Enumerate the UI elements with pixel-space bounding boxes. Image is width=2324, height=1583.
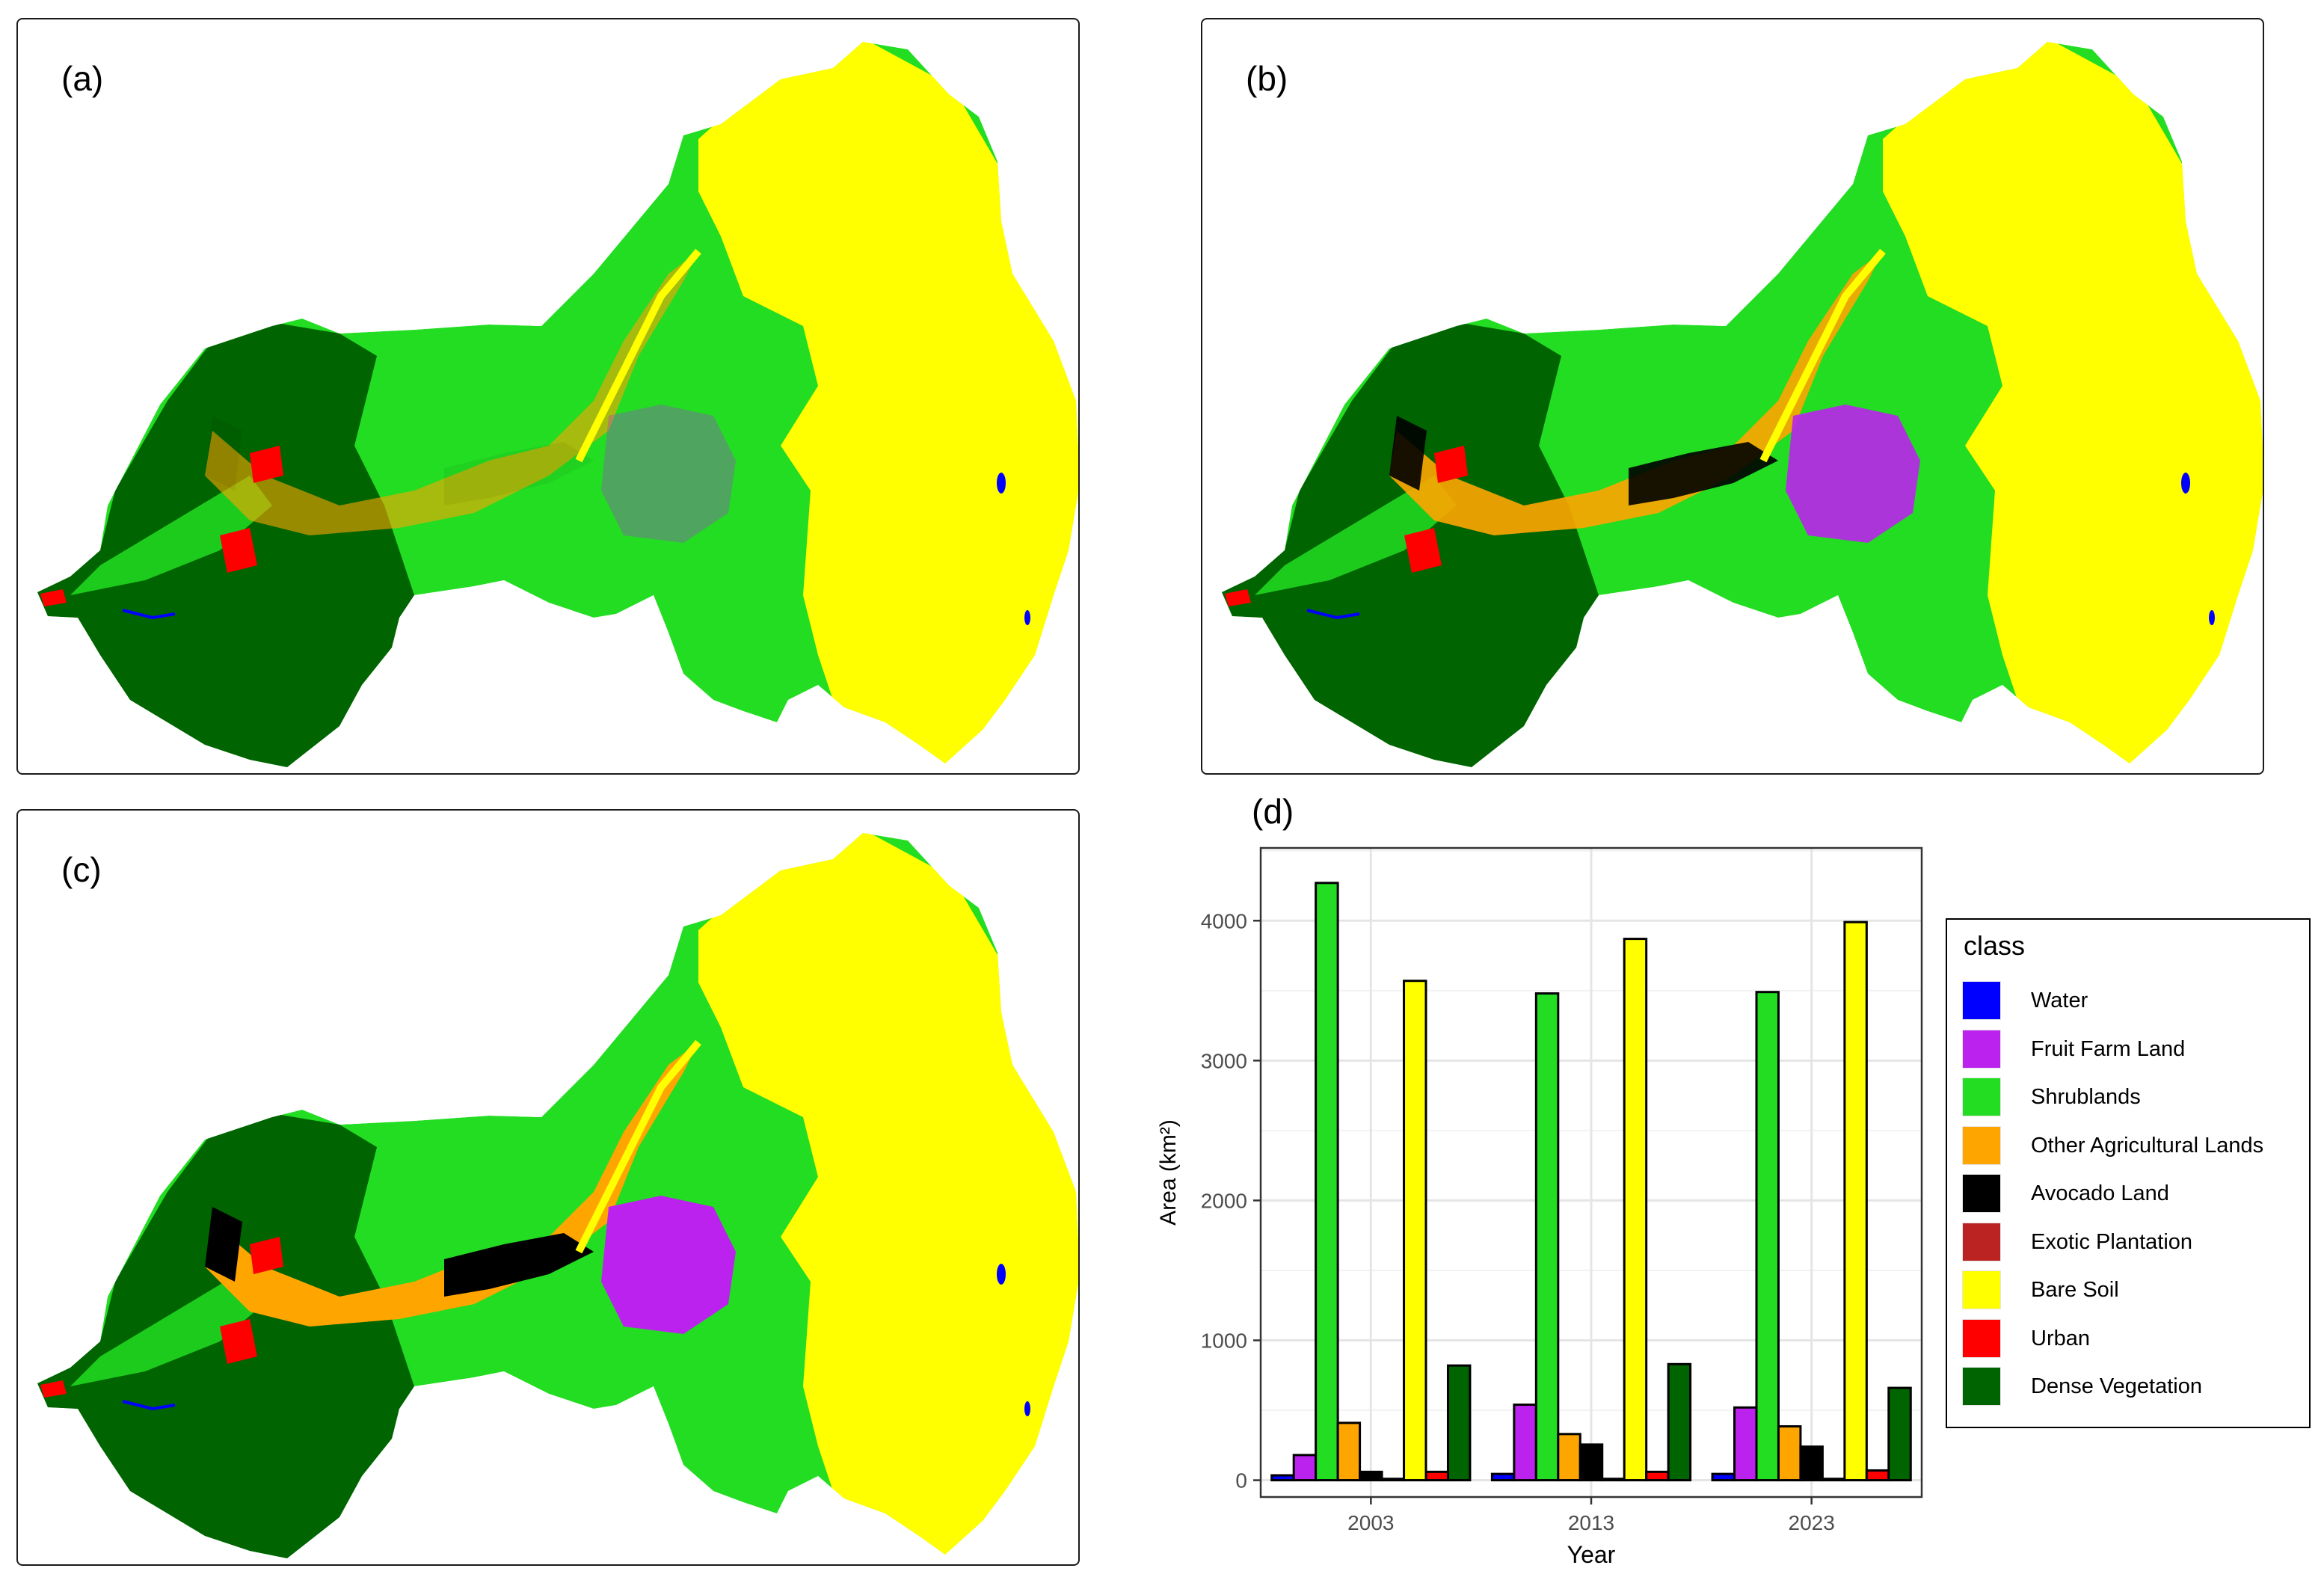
bar-exotic-plantation-2013	[1601, 1478, 1626, 1482]
map-region-bare-soil	[1883, 42, 2263, 767]
map-region-fruit-farm	[601, 405, 736, 543]
legend-swatch	[1962, 1029, 2001, 1069]
bar-avocado-land-2023	[1799, 1445, 1824, 1482]
legend-title: class	[1964, 930, 2026, 961]
bar-bare-soil-2003	[1403, 980, 1427, 1482]
map-water-body	[997, 1264, 1006, 1285]
bar-dense-vegetation-2003	[1446, 1364, 1472, 1482]
legend-swatch	[1962, 1222, 2001, 1261]
legend-swatch	[1962, 981, 2001, 1020]
map-river-bed	[575, 1039, 701, 1254]
legend-swatch	[1962, 1270, 2001, 1309]
y-tick-label: 1000	[1201, 1329, 1247, 1352]
bar-bare-soil-2023	[1843, 920, 1868, 1482]
map-panel-c: (c)	[16, 809, 1080, 1566]
map-region-fruit-farm	[601, 1196, 736, 1334]
bar-shrublands-2013	[1534, 992, 1560, 1482]
bar-shrublands-2023	[1755, 991, 1780, 1482]
map-water-stream	[122, 1400, 176, 1411]
panel-label-a: (a)	[61, 59, 104, 98]
bar-urban-2003	[1424, 1470, 1449, 1482]
bar-exotic-plantation-2003	[1380, 1478, 1406, 1482]
land-cover-map-c	[37, 833, 1078, 1558]
map-region-shrublands-valley	[70, 1267, 272, 1386]
bar-water-2023	[1711, 1472, 1736, 1482]
map-region-avocado	[1389, 416, 1778, 505]
map-region-agriculture	[205, 251, 698, 535]
map-water-body	[1024, 610, 1030, 625]
map-region-bare-soil	[698, 833, 1078, 1558]
map-water-body	[2181, 473, 2190, 494]
y-axis-title: Area (km²)	[1156, 1119, 1181, 1226]
legend-swatch	[1962, 1367, 2001, 1406]
map-panel-a: (a)	[16, 18, 1080, 775]
bar-urban-2013	[1645, 1470, 1670, 1482]
legend-label: Urban	[2031, 1326, 2090, 1350]
bar-other-agricultural-lands-2013	[1557, 1433, 1581, 1482]
map-water-body	[1024, 1401, 1030, 1416]
bar-dense-vegetation-2023	[1887, 1386, 1912, 1482]
bar-avocado-land-2003	[1359, 1470, 1383, 1482]
map-region-urban	[40, 446, 283, 606]
panel-label-d: (d)	[1252, 792, 1294, 831]
chart-legend: class Water Fruit Farm Land Shrublands Othe…	[1946, 918, 2311, 1428]
y-tick-label: 3000	[1201, 1049, 1247, 1072]
y-tick-label: 0	[1235, 1469, 1247, 1493]
bar-urban-2023	[1865, 1469, 1890, 1482]
map-river-bed	[575, 248, 701, 463]
bar-bare-soil-2013	[1623, 938, 1648, 1482]
map-panel-b: (b)	[1201, 18, 2264, 775]
bar-dense-vegetation-2013	[1667, 1362, 1692, 1482]
legend-label: Water	[2031, 989, 2088, 1012]
panel-label-b: (b)	[1246, 59, 1288, 98]
land-cover-map-a	[37, 42, 1078, 767]
legend-swatch	[1962, 1078, 2001, 1116]
bar-avocado-land-2013	[1578, 1443, 1604, 1482]
legend-swatch	[1962, 1318, 2001, 1358]
land-cover-map-b	[1222, 42, 2263, 767]
map-river-bed	[1759, 248, 1886, 463]
legend-label: Avocado Land	[2031, 1181, 2169, 1205]
bar-fruit-farm-land-2023	[1733, 1406, 1758, 1482]
map-region-avocado	[205, 416, 594, 505]
bar-fruit-farm-land-2013	[1513, 1404, 1537, 1482]
y-tick-label: 2000	[1201, 1189, 1247, 1212]
bar-fruit-farm-land-2003	[1292, 1454, 1318, 1482]
map-water-stream	[122, 609, 176, 620]
x-tick-label: 2023	[1789, 1511, 1835, 1534]
map-region-urban	[40, 1237, 283, 1398]
x-tick-label: 2003	[1347, 1511, 1394, 1534]
bar-water-2003	[1270, 1474, 1295, 1482]
legend-label: Other Agricultural Lands	[2031, 1133, 2264, 1158]
bar-exotic-plantation-2023	[1821, 1478, 1846, 1482]
map-region-fruit-farm	[1786, 405, 1920, 543]
legend-swatch	[1962, 1125, 2001, 1165]
legend-label: Exotic Plantation	[2031, 1229, 2193, 1254]
map-water-body	[997, 473, 1006, 494]
x-tick-label: 2013	[1568, 1511, 1614, 1534]
legend-label: Fruit Farm Land	[2031, 1036, 2186, 1061]
bar-other-agricultural-lands-2023	[1777, 1425, 1802, 1482]
panel-label-c: (c)	[61, 850, 102, 889]
map-water-body	[2209, 610, 2215, 625]
legend-swatch	[1962, 1174, 2001, 1213]
map-water-stream	[1306, 609, 1360, 620]
y-tick-label: 4000	[1201, 909, 1247, 932]
legend-label: Shrublands	[2031, 1085, 2141, 1109]
map-region-shrublands-valley	[70, 476, 272, 595]
legend-label: Dense Vegetation	[2031, 1374, 2202, 1398]
map-region-bare-soil	[698, 42, 1078, 767]
map-region-shrublands-valley	[1255, 476, 1457, 595]
legend-label: Bare Soil	[2031, 1278, 2119, 1302]
bar-shrublands-2003	[1315, 882, 1339, 1482]
map-region-avocado	[205, 1207, 594, 1297]
bar-water-2013	[1490, 1472, 1516, 1482]
map-region-urban	[1225, 446, 1468, 606]
bar-other-agricultural-lands-2003	[1336, 1421, 1362, 1482]
x-axis-title: Year	[1567, 1541, 1616, 1568]
